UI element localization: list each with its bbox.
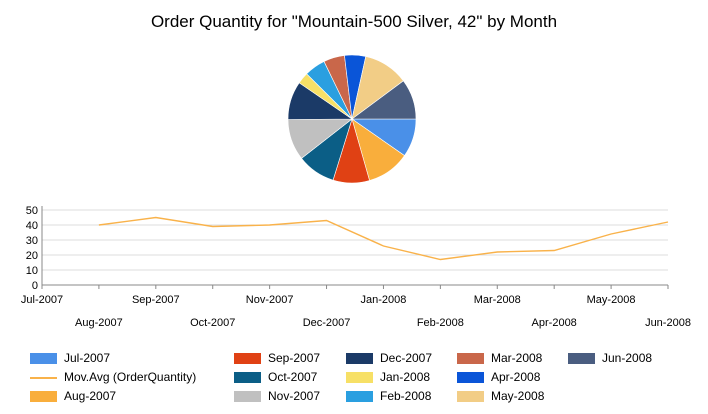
legend-swatch [346, 353, 373, 364]
y-tick-label-50: 50 [26, 205, 38, 217]
pie-slice-jun-2008 [351, 80, 417, 120]
x-tick-label-jul-2007: Jul-2007 [21, 294, 63, 306]
x-tick-label-mar-2008: Mar-2008 [474, 294, 521, 306]
legend-label: Oct-2007 [268, 370, 318, 384]
legend-swatch [457, 372, 484, 383]
legend-label: Jan-2008 [380, 370, 431, 384]
legend-label: Sep-2007 [268, 351, 321, 365]
legend-swatch [234, 353, 261, 364]
pie-chart [287, 54, 417, 184]
y-tick-label-10: 10 [26, 265, 38, 277]
legend-label: Jul-2007 [64, 351, 111, 365]
legend-label: Mov.Avg (OrderQuantity) [64, 370, 197, 384]
legend-label: Dec-2007 [380, 351, 433, 365]
legend-swatch [30, 377, 57, 379]
x-tick-label-aug-2007: Aug-2007 [75, 317, 123, 329]
legend-label: Apr-2008 [491, 370, 541, 384]
legend-label: Mar-2008 [491, 351, 543, 365]
legend-swatch [457, 353, 484, 364]
x-tick-label-jun-2008: Jun-2008 [645, 317, 691, 329]
legend-swatch [234, 391, 261, 402]
y-axis: 0 10 20 30 40 50 [26, 205, 43, 292]
x-tick-label-apr-2008: Apr-2008 [532, 317, 577, 329]
x-tick-label-dec-2007: Dec-2007 [303, 317, 351, 329]
legend-swatch [457, 391, 484, 402]
legend-swatch [30, 353, 57, 364]
y-tick-label-20: 20 [26, 250, 38, 262]
legend-swatch [568, 353, 595, 364]
legend-label: May-2008 [491, 389, 545, 403]
x-tick-label-oct-2007: Oct-2007 [190, 317, 235, 329]
x-tick-label-sep-2007: Sep-2007 [132, 294, 180, 306]
x-tick-label-feb-2008: Feb-2008 [417, 317, 464, 329]
legend-label: Jun-2008 [602, 351, 653, 365]
legend-swatch [30, 391, 57, 402]
chart-title: Order Quantity for "Mountain-500 Silver,… [150, 12, 558, 31]
legend-label: Aug-2007 [64, 389, 117, 403]
moving-average-series [98, 216, 669, 261]
y-tick-label-0: 0 [32, 280, 38, 292]
x-tick-label-jan-2008: Jan-2008 [361, 294, 407, 306]
y-tick-label-30: 30 [26, 235, 38, 247]
chart-canvas: 0 10 20 30 40 50 Jul-2007 Aug-2007 Sep-2007 Oct-… [21, 54, 691, 329]
grid-lines [42, 209, 668, 286]
legend-label: Nov-2007 [268, 389, 321, 403]
legend-swatch [346, 391, 373, 402]
y-tick-label-40: 40 [26, 220, 38, 232]
legend-swatch [234, 372, 261, 383]
line-chart: 0 10 20 30 40 50 Jul-2007 Aug-2007 Sep-2007 Oct-… [21, 205, 691, 329]
moving-average-line [98, 216, 669, 261]
x-tick-label-may-2008: May-2008 [587, 294, 636, 306]
legend: Jul-2007 Mov.Avg (OrderQuantity) Aug-2007 S… [30, 350, 700, 410]
legend-label: Feb-2008 [380, 389, 432, 403]
x-axis: Jul-2007 Aug-2007 Sep-2007 Oct-2007 Nov-2007… [21, 285, 691, 329]
legend-swatch [346, 372, 373, 383]
x-tick-label-nov-2007: Nov-2007 [246, 294, 294, 306]
